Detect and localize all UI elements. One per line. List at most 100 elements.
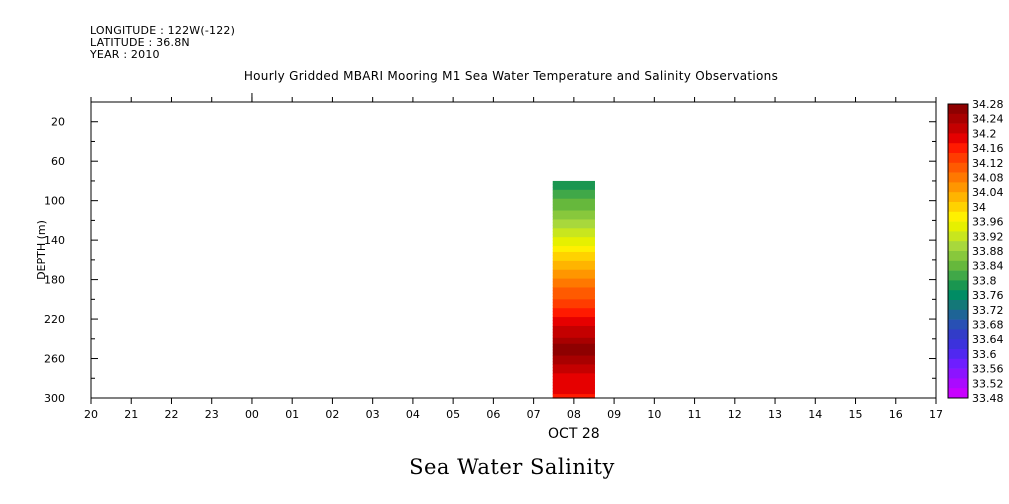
colorbar-swatch	[948, 133, 968, 144]
colorbar-swatch	[948, 319, 968, 330]
salinity-cell	[552, 382, 595, 386]
salinity-cell	[552, 305, 595, 309]
salinity-cell	[552, 391, 595, 395]
colorbar-swatch	[948, 153, 968, 164]
salinity-cell	[552, 358, 595, 363]
colorbar-swatch	[948, 143, 968, 154]
colorbar-swatch	[948, 290, 968, 301]
salinity-cell	[552, 317, 595, 321]
salinity-cell	[552, 228, 595, 232]
colorbar-frame	[947, 103, 969, 399]
salinity-cell	[552, 222, 595, 226]
colorbar-label: 33.76	[972, 289, 1004, 302]
salinity-cell	[552, 249, 595, 253]
salinity-cell	[552, 234, 595, 238]
salinity-cell	[552, 323, 595, 327]
plot-frame	[90, 101, 937, 399]
colorbar-label: 33.92	[972, 230, 1004, 243]
colorbar-swatch	[948, 211, 968, 222]
longitude-label: LONGITUDE : 122W(-122)	[90, 24, 236, 37]
colorbar-label: 33.8	[972, 274, 997, 287]
salinity-cell	[552, 284, 595, 289]
salinity-cell	[552, 231, 595, 235]
salinity-cell	[552, 388, 595, 392]
x-axis-label: OCT 28	[548, 426, 600, 442]
colorbar-swatch	[948, 378, 968, 389]
x-tick-label: 16	[889, 408, 903, 421]
y-tick-label: 140	[44, 234, 65, 247]
plot-title: Hourly Gridded MBARI Mooring M1 Sea Wate…	[243, 69, 779, 83]
salinity-cell	[552, 213, 595, 218]
salinity-cell	[552, 278, 595, 283]
salinity-cell	[552, 281, 595, 286]
salinity-cell	[552, 237, 595, 241]
salinity-cell	[552, 331, 595, 336]
x-tick-label: 02	[325, 408, 339, 421]
figure-caption: Sea Water Salinity	[409, 455, 615, 479]
x-tick-label: 17	[929, 408, 943, 421]
salinity-cell	[552, 266, 595, 271]
colorbar-label: 34.2	[972, 127, 997, 140]
salinity-cell	[552, 314, 595, 318]
colorbar-swatch	[948, 202, 968, 213]
salinity-cell	[552, 180, 595, 185]
salinity-cell	[552, 349, 595, 354]
salinity-cell	[552, 257, 595, 262]
latitude-label: LATITUDE : 36.8N	[90, 36, 190, 49]
colorbar-label: 34.24	[972, 113, 1004, 126]
colorbar-swatch	[948, 329, 968, 340]
colorbar-swatch	[948, 388, 968, 399]
x-tick-label: 12	[728, 408, 742, 421]
y-tick-label: 260	[44, 353, 65, 366]
salinity-cell	[552, 320, 595, 324]
axes-layer: 20 21 22 23 00 01 02 03 04 05 06 07 08 09 10 11 12 13 14 15…	[35, 93, 943, 442]
colorbar-swatch	[948, 162, 968, 173]
x-tick-label: 06	[486, 408, 500, 421]
salinity-cell	[552, 343, 595, 348]
x-tick-label: 04	[406, 408, 420, 421]
colorbar-label: 33.52	[972, 377, 1004, 390]
colorbar-label: 33.6	[972, 348, 997, 361]
salinity-cell	[552, 189, 595, 194]
y-tick-label: 20	[51, 116, 65, 129]
colorbar-swatch	[948, 113, 968, 124]
y-tick-label: 180	[44, 274, 65, 287]
colorbar-label: 33.88	[972, 245, 1004, 258]
colorbar-swatch	[948, 172, 968, 183]
salinity-cell	[552, 195, 595, 200]
y-axis-label: DEPTH (m)	[35, 220, 48, 280]
salinity-cell	[552, 302, 595, 306]
salinity-cell	[552, 275, 595, 280]
salinity-cell	[552, 240, 595, 244]
salinity-cell	[552, 352, 595, 357]
x-tick-label: 03	[366, 408, 380, 421]
x-tick-label: 07	[527, 408, 541, 421]
salinity-cell	[552, 272, 595, 277]
salinity-cell	[552, 299, 595, 303]
salinity-cell	[552, 192, 595, 197]
salinity-cell	[552, 340, 595, 345]
colorbar-swatch	[948, 349, 968, 360]
salinity-cell	[552, 269, 595, 274]
salinity-cell	[552, 367, 595, 371]
salinity-cell	[552, 311, 595, 315]
colorbar-swatch	[948, 309, 968, 320]
salinity-cell	[552, 287, 595, 292]
colorbar-label: 34	[972, 201, 986, 214]
colorbar-label: 33.56	[972, 363, 1004, 376]
data-layer	[552, 180, 595, 399]
colorbar-label: 34.28	[972, 98, 1004, 111]
colorbar-label: 33.84	[972, 260, 1004, 273]
x-tick-label: 20	[84, 408, 98, 421]
colorbar-label: 33.72	[972, 304, 1004, 317]
y-tick-label: 300	[44, 392, 65, 405]
x-tick-label: 08	[567, 408, 581, 421]
salinity-cell	[552, 246, 595, 250]
colorbar-swatch	[948, 104, 968, 115]
salinity-cell	[552, 379, 595, 383]
colorbar-swatch	[948, 260, 968, 271]
salinity-cell	[552, 328, 595, 333]
colorbar-label: 33.68	[972, 319, 1004, 332]
